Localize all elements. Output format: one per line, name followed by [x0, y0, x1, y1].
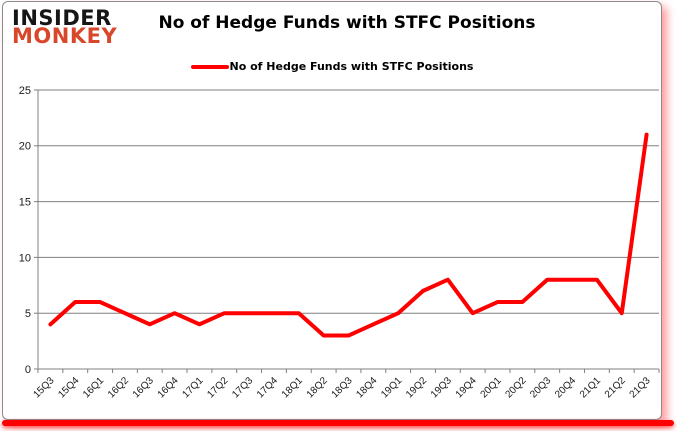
svg-text:16Q2: 16Q2 — [106, 375, 131, 400]
gridlines — [38, 89, 659, 370]
legend-line-icon — [190, 64, 229, 69]
svg-text:20Q1: 20Q1 — [479, 375, 504, 400]
svg-text:5: 5 — [25, 308, 31, 320]
series-line — [48, 132, 649, 338]
insider-monkey-logo: INSIDER MONKEY — [12, 6, 118, 49]
svg-text:25: 25 — [19, 85, 31, 97]
legend-label: No of Hedge Funds with STFC Positions — [229, 60, 474, 73]
svg-text:21Q1: 21Q1 — [578, 375, 603, 400]
svg-text:17Q4: 17Q4 — [255, 375, 280, 400]
svg-text:15Q3: 15Q3 — [31, 375, 56, 400]
logo-line-monkey: MONKEY — [12, 24, 118, 49]
svg-text:0: 0 — [25, 364, 31, 376]
svg-text:16Q1: 16Q1 — [81, 375, 106, 400]
svg-text:21Q2: 21Q2 — [603, 375, 628, 400]
svg-text:18Q1: 18Q1 — [280, 375, 305, 400]
svg-text:20Q4: 20Q4 — [553, 375, 578, 400]
svg-text:20Q2: 20Q2 — [503, 375, 528, 400]
svg-text:20Q3: 20Q3 — [528, 375, 553, 400]
chart-card: INSIDER MONKEY No of Hedge Funds with ST… — [2, 1, 662, 420]
y-axis-labels: 0 5 10 15 20 25 — [19, 85, 31, 376]
svg-text:17Q2: 17Q2 — [205, 375, 230, 400]
logo-line-insider: INSIDER — [12, 6, 112, 30]
svg-text:19Q4: 19Q4 — [454, 375, 479, 400]
svg-text:16Q4: 16Q4 — [156, 375, 181, 400]
svg-text:18Q4: 18Q4 — [354, 375, 379, 400]
svg-text:21Q3: 21Q3 — [628, 375, 653, 400]
bottom-accent-bar — [2, 420, 674, 426]
x-axis-labels: 15Q3 15Q4 16Q1 16Q2 16Q3 16Q4 17Q1 17Q2 17Q3 17Q4… — [31, 375, 653, 400]
svg-text:15Q4: 15Q4 — [56, 375, 81, 400]
svg-text:17Q1: 17Q1 — [181, 375, 206, 400]
svg-text:18Q3: 18Q3 — [330, 375, 355, 400]
axes — [34, 89, 660, 373]
svg-text:16Q3: 16Q3 — [131, 375, 156, 400]
svg-text:18Q2: 18Q2 — [305, 375, 330, 400]
svg-text:20: 20 — [19, 141, 31, 153]
svg-text:17Q3: 17Q3 — [230, 375, 255, 400]
svg-text:15: 15 — [19, 196, 31, 208]
svg-text:19Q1: 19Q1 — [379, 375, 404, 400]
svg-text:19Q3: 19Q3 — [429, 375, 454, 400]
legend: No of Hedge Funds with STFC Positions — [3, 60, 661, 73]
svg-text:10: 10 — [19, 252, 31, 264]
svg-text:19Q2: 19Q2 — [404, 375, 429, 400]
page-title: No of Hedge Funds with STFC Positions — [158, 13, 536, 33]
